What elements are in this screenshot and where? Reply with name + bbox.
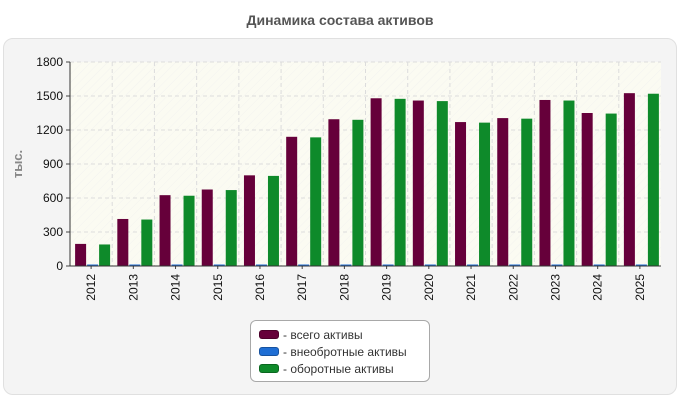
chart-title: Динамика состава активов [246,12,434,28]
bar-current-2013 [141,219,153,266]
x-tick-label: 2022 [506,274,520,301]
legend-item-current: - оборотные активы [259,360,421,377]
bar-total-2025 [623,93,635,267]
legend-label-current: - оборотные активы [283,361,394,376]
bar-current-2020 [436,101,448,266]
bar-current-2018 [352,119,364,266]
bar-noncurrent-2019 [382,264,394,266]
bar-noncurrent-2013 [129,264,141,266]
bar-total-2013 [117,218,129,266]
bar-noncurrent-2012 [87,264,99,266]
bar-noncurrent-2018 [340,264,352,266]
y-tick-label: 1800 [36,55,63,69]
bar-total-2017 [286,136,298,266]
bar-noncurrent-2020 [424,264,436,266]
bar-noncurrent-2023 [551,264,563,266]
x-tick-label: 2024 [591,274,605,301]
y-tick-label: 1200 [36,123,63,137]
bar-total-2012 [75,243,87,266]
x-tick-label: 2017 [295,274,309,301]
bar-total-2014 [159,195,171,266]
bar-noncurrent-2014 [171,264,183,266]
bar-current-2016 [267,175,279,266]
legend-swatch-current [259,364,279,373]
bar-noncurrent-2021 [467,264,479,266]
x-tick-label: 2013 [126,274,140,301]
bar-noncurrent-2015 [213,264,225,266]
x-tick-label: 2019 [380,274,394,301]
x-tick-label: 2025 [633,274,647,301]
bar-current-2022 [521,118,533,267]
bar-current-2012 [99,244,111,266]
y-tick-label: 0 [56,259,63,273]
bar-total-2015 [201,189,213,266]
bar-total-2022 [497,118,509,266]
bar-noncurrent-2025 [635,264,647,266]
bar-total-2016 [243,175,255,266]
legend-swatch-noncurrent [259,347,279,356]
x-tick-label: 2023 [548,274,562,301]
legend-label-total: - всего активы [283,327,363,342]
x-tick-label: 2021 [464,274,478,301]
bar-total-2019 [370,98,382,267]
bar-current-2024 [605,113,617,266]
bar-current-2014 [183,195,195,266]
x-tick-label: 2012 [84,274,98,301]
bar-noncurrent-2022 [509,264,521,266]
y-tick-label: 300 [43,225,63,239]
bar-current-2023 [563,100,575,267]
y-tick-label: 1500 [36,89,63,103]
y-tick-label: 900 [43,157,63,171]
y-axis-label: тыс. [10,150,25,178]
legend-item-total: - всего активы [259,326,421,343]
x-tick-label: 2014 [169,274,183,301]
bar-noncurrent-2016 [255,264,267,266]
bar-current-2017 [310,137,322,266]
bar-total-2021 [455,122,467,266]
bar-total-2020 [412,100,424,267]
x-tick-label: 2016 [253,274,267,301]
bar-noncurrent-2017 [298,264,310,266]
bar-current-2019 [394,98,406,266]
legend-label-noncurrent: - внеобротные активы [283,344,407,359]
bar-total-2023 [539,99,551,266]
legend-item-noncurrent: - внеобротные активы [259,343,421,360]
bar-current-2021 [479,122,491,266]
y-tick-label: 600 [43,191,63,205]
x-tick-label: 2015 [211,274,225,301]
bar-total-2024 [581,113,593,266]
bar-total-2018 [328,119,340,266]
x-tick-label: 2018 [337,274,351,301]
legend-swatch-total [259,330,279,339]
x-tick-label: 2020 [422,274,436,301]
bar-noncurrent-2024 [593,264,605,266]
legend: - всего активы - внеобротные активы - об… [250,320,430,382]
bar-current-2025 [647,93,659,266]
bar-current-2015 [225,190,237,266]
